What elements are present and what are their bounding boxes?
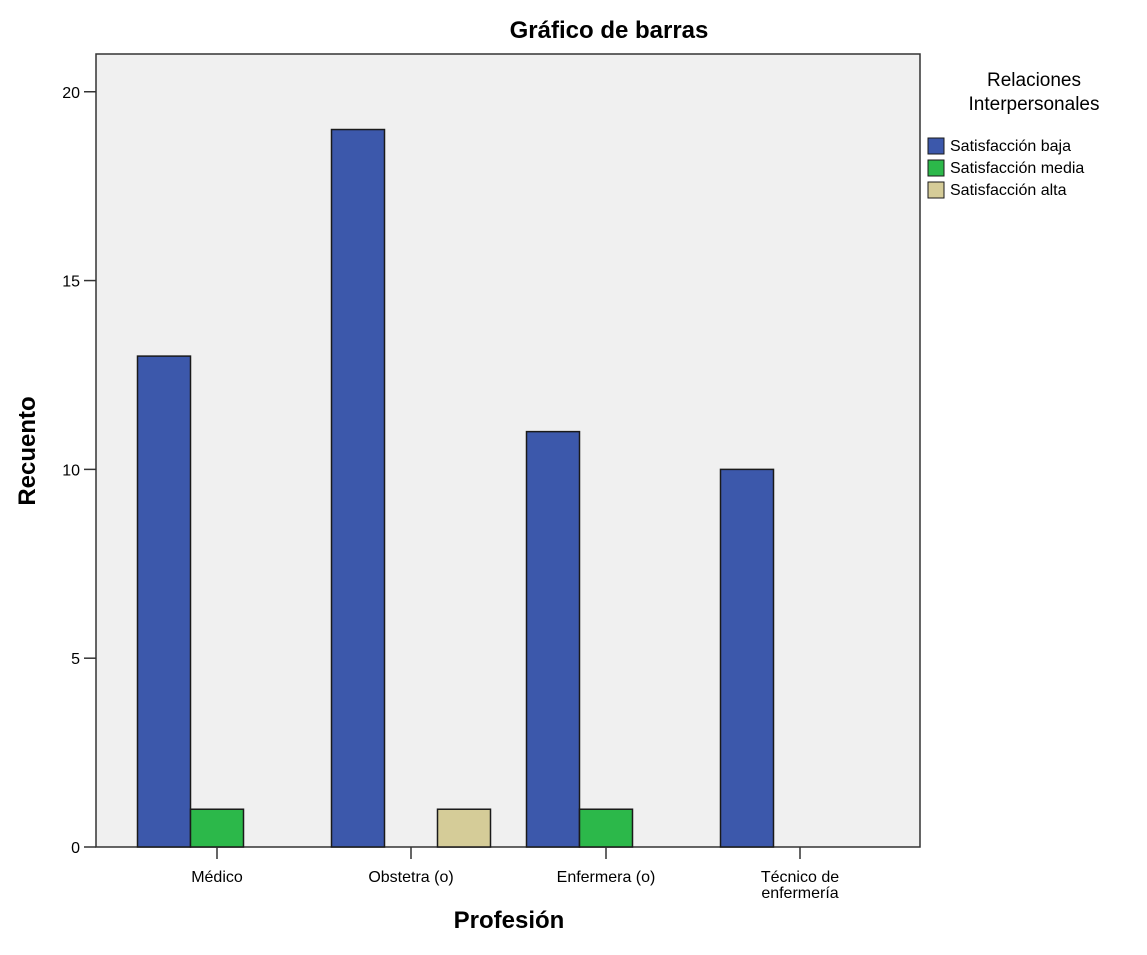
legend-swatch xyxy=(927,137,945,155)
bar xyxy=(578,808,634,848)
legend-label: Satisfacción media xyxy=(950,160,1084,177)
x-tick-label: Médico xyxy=(191,869,243,886)
plot-area xyxy=(95,53,921,848)
bar xyxy=(189,808,245,848)
legend-swatch xyxy=(927,181,945,199)
bar xyxy=(136,355,192,848)
x-tick-label: Técnico de xyxy=(761,869,839,886)
legend: Relaciones Interpersonales Satisfacción ba… xyxy=(927,70,1100,199)
y-tick-label: 5 xyxy=(71,651,80,668)
legend-label: Satisfacción baja xyxy=(950,138,1071,155)
x-tick-label: Enfermera (o) xyxy=(557,869,656,886)
x-axis-title: Profesión xyxy=(454,907,565,934)
legend-swatch xyxy=(927,159,945,177)
y-tick-label: 15 xyxy=(62,274,80,291)
chart-title: Gráfico de barras xyxy=(510,17,709,44)
y-tick-label: 0 xyxy=(71,840,80,857)
legend-title: Interpersonales xyxy=(969,94,1100,115)
y-axis-title: Recuento xyxy=(14,396,41,505)
bar xyxy=(330,128,386,848)
x-tick-label: enfermería xyxy=(761,885,838,902)
y-tick-label: 20 xyxy=(62,85,80,102)
legend-label: Satisfacción alta xyxy=(950,182,1067,199)
bar xyxy=(719,468,775,848)
x-tick-label: Obstetra (o) xyxy=(368,869,453,886)
legend-title: Relaciones xyxy=(987,70,1081,91)
bar xyxy=(525,430,581,848)
y-tick-label: 10 xyxy=(62,462,80,479)
y-axis: 0 5 10 15 20 xyxy=(62,85,96,857)
bars-group xyxy=(136,128,775,848)
bar xyxy=(436,808,492,848)
x-axis: Médico Obstetra (o) Enfermera (o) Técnico d… xyxy=(191,847,839,902)
